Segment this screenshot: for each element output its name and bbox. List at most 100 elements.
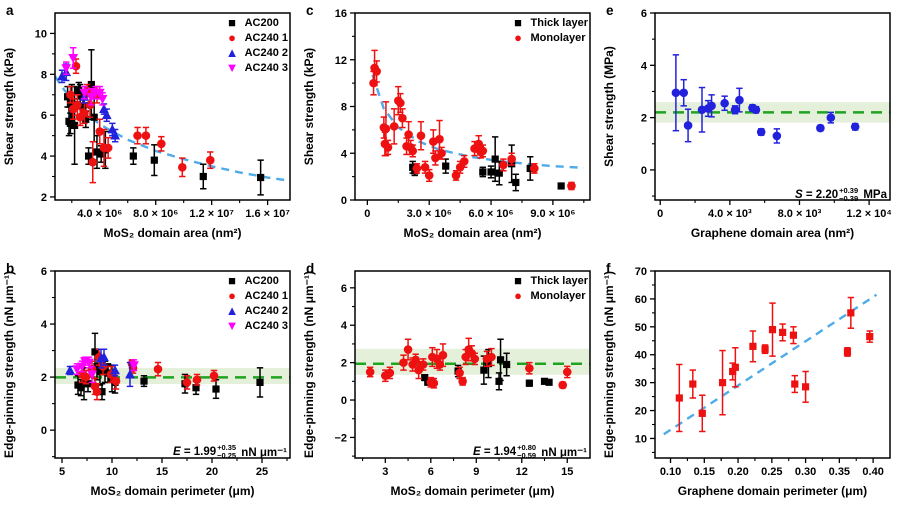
svg-text:Edge-pinning strength (nN μm⁻¹: Edge-pinning strength (nN μm⁻¹) [302, 271, 316, 458]
legend: ■ Thick layer ● Monolayer [511, 15, 588, 45]
svg-text:0: 0 [341, 395, 347, 407]
svg-text:MoS₂ domain area (nm²): MoS₂ domain area (nm²) [403, 226, 541, 240]
legend-item: ■ AC200 [225, 273, 288, 288]
svg-text:Shear strength (MPa): Shear strength (MPa) [602, 46, 616, 167]
svg-text:Shear strength (kPa): Shear strength (kPa) [2, 48, 16, 165]
legend-item: ● Monolayer [511, 288, 588, 303]
legend-marker-square-icon: ■ [514, 15, 522, 30]
legend: ■ AC200 ● AC240 1 ▲ AC240 2 ▼ AC240 3 [225, 15, 288, 75]
svg-text:1.6 × 10⁷: 1.6 × 10⁷ [245, 208, 290, 220]
svg-text:0.35: 0.35 [829, 466, 850, 478]
legend: ■ AC200 ● AC240 1 ▲ AC240 2 ▼ AC240 3 [225, 273, 288, 333]
panel-letter-e: e [606, 3, 614, 18]
svg-text:−2: −2 [334, 432, 347, 444]
svg-text:0.15: 0.15 [694, 466, 715, 478]
legend-marker-square-icon: ■ [228, 273, 236, 288]
legend-label: Thick layer [530, 274, 588, 287]
svg-text:MoS₂ domain perimeter (μm): MoS₂ domain perimeter (μm) [390, 484, 554, 498]
svg-text:2: 2 [641, 113, 647, 125]
legend-marker-circle-icon: ● [514, 288, 522, 303]
svg-text:4: 4 [641, 60, 648, 72]
svg-text:50: 50 [635, 322, 647, 334]
svg-text:6: 6 [41, 266, 47, 278]
legend-item: ▼ AC240 3 [225, 318, 288, 333]
legend-marker-triangle-down-icon: ▼ [225, 60, 239, 75]
svg-text:25: 25 [256, 466, 268, 478]
legend-label: Thick layer [530, 16, 588, 29]
svg-text:8.0 × 10⁶: 8.0 × 10⁶ [133, 208, 178, 220]
svg-text:Shear strength (kPa): Shear strength (kPa) [302, 48, 316, 165]
svg-text:Graphene domain perimeter (μm): Graphene domain perimeter (μm) [678, 484, 867, 498]
panel-b: b 5 10 15 20 25 0 2 4 6 MoS₂ domain perimeter (μm… [0, 258, 300, 515]
svg-text:8.0 × 10³: 8.0 × 10³ [778, 208, 822, 220]
legend-label: Monolayer [530, 31, 586, 44]
legend-marker-triangle-up-icon: ▲ [225, 303, 239, 318]
svg-text:12: 12 [335, 55, 347, 67]
legend-marker-triangle-down-icon: ▼ [225, 318, 239, 333]
svg-text:8: 8 [41, 69, 47, 81]
legend-item: ● AC240 1 [225, 288, 288, 303]
panel-letter-f: f [606, 261, 611, 276]
legend-marker-square-icon: ■ [228, 15, 236, 30]
legend-item: ▲ AC240 2 [225, 303, 288, 318]
legend-marker-triangle-up-icon: ▲ [225, 45, 239, 60]
legend-item: ■ Thick layer [511, 273, 588, 288]
panel-letter-d: d [306, 261, 315, 276]
svg-text:8: 8 [341, 102, 347, 114]
svg-text:60: 60 [635, 294, 647, 306]
svg-text:Edge-pinning strength (nN μm⁻¹: Edge-pinning strength (nN μm⁻¹) [2, 271, 16, 458]
svg-text:Edge-pinning strength (nN μm⁻¹: Edge-pinning strength (nN μm⁻¹) [602, 271, 616, 458]
panel-a: a 4.0 × 10⁶ 8.0 × 10⁶ 1.2 × 10⁷ 1.6 × 10⁷ 2 4… [0, 0, 300, 258]
svg-text:15: 15 [156, 466, 168, 478]
svg-text:4: 4 [341, 148, 348, 160]
legend: ■ Thick layer ● Monolayer [511, 273, 588, 303]
fit-value-annotation: E = 1.99 +0.35 −0.25 nN μm⁻¹ [172, 443, 287, 460]
svg-text:0: 0 [364, 208, 370, 220]
svg-text:40: 40 [635, 350, 647, 362]
legend-label: AC240 3 [244, 319, 288, 332]
svg-text:4: 4 [41, 151, 48, 163]
legend-item: ● Monolayer [511, 30, 588, 45]
legend-marker-circle-icon: ● [228, 288, 236, 303]
svg-text:2: 2 [41, 372, 47, 384]
svg-text:9.0 × 10⁶: 9.0 × 10⁶ [530, 208, 575, 220]
svg-text:9: 9 [473, 466, 479, 478]
panel-f: f 0.10 0.15 0.20 0.25 0.30 0.35 0.40 10 20 30 40 50… [600, 258, 900, 515]
svg-text:70: 70 [635, 266, 647, 278]
svg-text:Graphene domain area (nm²): Graphene domain area (nm²) [691, 226, 854, 240]
legend-label: AC240 2 [244, 304, 288, 317]
svg-text:10: 10 [35, 28, 47, 40]
svg-text:12: 12 [516, 466, 528, 478]
svg-text:6: 6 [41, 110, 47, 122]
svg-text:4.0 × 10³: 4.0 × 10³ [708, 208, 752, 220]
fit-value-annotation: S = 2.20 +0.39 −0.39 MPa [795, 186, 887, 203]
svg-text:0: 0 [341, 195, 347, 207]
plot-b: 5 10 15 20 25 0 2 4 6 MoS₂ domain perimeter (μm) E… [2, 266, 291, 498]
svg-text:3: 3 [382, 466, 388, 478]
panel-e: e 0 4.0 × 10³ 8.0 × 10³ 1.2 × 10⁴ 0 2 4 6 Graphe… [600, 0, 900, 258]
svg-text:20: 20 [635, 406, 647, 418]
svg-text:2: 2 [341, 358, 347, 370]
svg-text:30: 30 [635, 378, 647, 390]
legend-marker-circle-icon: ● [514, 30, 522, 45]
svg-text:0.30: 0.30 [795, 466, 816, 478]
svg-text:6: 6 [428, 466, 434, 478]
plot-d: 3 6 9 12 15 −2 0 2 4 6 MoS₂ domain perimeter (μm) E… [302, 270, 591, 498]
svg-text:15: 15 [561, 466, 573, 478]
legend-marker-square-icon: ■ [514, 273, 522, 288]
svg-text:4: 4 [341, 320, 348, 332]
legend-label: AC200 [244, 274, 279, 287]
svg-text:0: 0 [41, 425, 47, 437]
svg-text:6.0 × 10⁶: 6.0 × 10⁶ [468, 208, 513, 220]
legend-label: AC200 [244, 16, 279, 29]
legend-label: Monolayer [530, 289, 586, 302]
legend-label: AC240 1 [244, 31, 288, 44]
legend-item: ▲ AC240 2 [225, 45, 288, 60]
panel-letter-a: a [6, 3, 14, 18]
svg-text:6: 6 [341, 283, 347, 295]
legend-item: ● AC240 1 [225, 30, 288, 45]
fit-value-annotation: E = 1.94 +0.80 −0.59 nN μm⁻¹ [472, 443, 587, 460]
legend-label: AC240 1 [244, 289, 288, 302]
svg-text:1.2 × 10⁷: 1.2 × 10⁷ [189, 208, 234, 220]
